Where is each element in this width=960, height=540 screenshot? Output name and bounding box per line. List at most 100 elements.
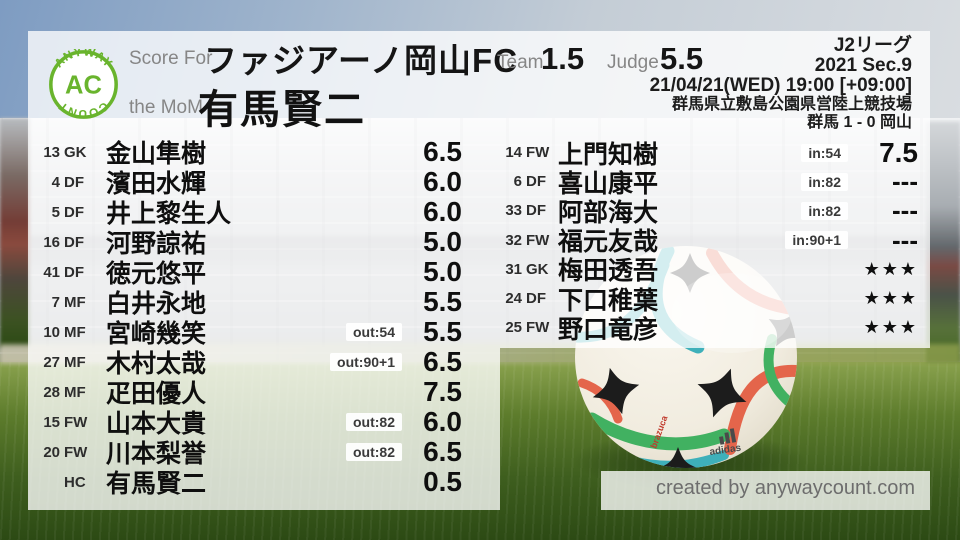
player-number: 5 bbox=[51, 203, 60, 221]
player-name: 上門知樹 bbox=[558, 140, 659, 169]
player-position: FW bbox=[526, 231, 550, 249]
player-position: DF bbox=[526, 173, 546, 191]
player-number: 31 bbox=[505, 260, 522, 278]
kickoff-datetime: 21/04/21(WED) 19:00 [+09:00] bbox=[649, 75, 912, 96]
venue-name: 群馬県立敷島公園県営陸上競技場 bbox=[671, 96, 912, 113]
player-number: 25 bbox=[505, 319, 522, 337]
player-position: DF bbox=[64, 233, 84, 251]
substitution-badge: in:54 bbox=[801, 143, 848, 162]
player-row: 13 GK 金山隼樹 6.5 bbox=[28, 136, 470, 168]
player-number: 13 bbox=[43, 143, 60, 161]
player-position: FW bbox=[526, 319, 550, 337]
player-number: 24 bbox=[505, 290, 522, 308]
player-number: 16 bbox=[43, 233, 60, 251]
substitution-badge: out:82 bbox=[346, 443, 402, 461]
player-position: DF bbox=[64, 263, 84, 281]
player-name: 下口稚葉 bbox=[558, 286, 659, 315]
right-stands-strip bbox=[926, 122, 960, 362]
player-number: 27 bbox=[43, 353, 60, 371]
player-number: 15 bbox=[43, 413, 60, 431]
player-name: 白井永地 bbox=[106, 290, 207, 318]
team-score-label: Team bbox=[497, 52, 544, 73]
player-row: 10 MF 宮崎幾笑 out:54 5.5 bbox=[28, 316, 470, 348]
player-number: 6 bbox=[513, 173, 522, 191]
player-row: 6 DF 喜山康平 in:82 --- bbox=[490, 166, 930, 198]
credit-text: created by anywaycount.com bbox=[655, 477, 915, 499]
player-name: 金山隼樹 bbox=[106, 140, 207, 168]
player-row: 31 GK 梅田透吾 ★★★ bbox=[490, 255, 930, 285]
credit-panel bbox=[601, 471, 930, 510]
player-row: 15 FW 山本大貴 out:82 6.0 bbox=[28, 406, 470, 438]
player-rating: 5.0 bbox=[423, 256, 462, 287]
player-row: 14 FW 上門知樹 in:54 7.5 bbox=[490, 136, 930, 169]
player-name: 川本梨誉 bbox=[106, 440, 207, 468]
left-column-panel bbox=[28, 348, 500, 510]
player-row: 41 DF 徳元悠平 5.0 bbox=[28, 256, 470, 288]
player-rating: 6.0 bbox=[423, 196, 462, 227]
player-name: 宮崎幾笑 bbox=[106, 320, 207, 348]
match-result: 群馬 1 - 0 岡山 bbox=[807, 114, 912, 131]
subs-list: 14 FW 上門知樹 in:54 7.5 6 DF 喜山康平 in:82 --- 33 DF 阿部海大 i… bbox=[490, 136, 930, 344]
player-name: 井上黎生人 bbox=[106, 200, 232, 228]
player-position: FW bbox=[526, 144, 550, 162]
player-position: GK bbox=[526, 260, 549, 278]
judge-score-value: 5.5 bbox=[660, 41, 704, 76]
substitution-badge: in:90+1 bbox=[785, 231, 848, 250]
player-position: DF bbox=[64, 203, 84, 221]
player-row: 24 DF 下口稚葉 ★★★ bbox=[490, 284, 930, 315]
player-name: 有馬賢二 bbox=[106, 470, 207, 498]
player-position: MF bbox=[64, 323, 86, 341]
substitution-badge: in:82 bbox=[801, 172, 848, 191]
player-rating: ★★★ bbox=[863, 317, 918, 338]
team-name: ファジアーノ岡山FC bbox=[204, 42, 519, 79]
player-rating: --- bbox=[892, 195, 918, 226]
left-stands-strip bbox=[0, 118, 30, 348]
player-row: 5 DF 井上黎生人 6.0 bbox=[28, 196, 470, 228]
player-rating: 6.5 bbox=[423, 346, 462, 377]
player-number: 41 bbox=[43, 263, 60, 281]
player-row: 7 MF 白井永地 5.5 bbox=[28, 286, 470, 318]
player-position: MF bbox=[64, 293, 86, 311]
player-position: FW bbox=[64, 413, 88, 431]
player-position: HC bbox=[64, 473, 86, 491]
substitution-badge: out:90+1 bbox=[330, 353, 402, 371]
player-name: 木村太哉 bbox=[106, 350, 207, 378]
player-row: 28 MF 疋田優人 7.5 bbox=[28, 376, 470, 408]
svg-text:COUNT: COUNT bbox=[56, 99, 111, 120]
player-name: 河野諒祐 bbox=[106, 230, 207, 258]
player-number: 7 bbox=[51, 293, 60, 311]
player-name: 濱田水輝 bbox=[106, 170, 207, 198]
player-rating: 0.5 bbox=[423, 466, 462, 497]
player-name: 福元友哉 bbox=[558, 228, 659, 257]
season-section: 2021 Sec.9 bbox=[814, 55, 912, 76]
player-row: 25 FW 野口竜彦 ★★★ bbox=[490, 313, 930, 344]
player-rating: ★★★ bbox=[863, 258, 918, 279]
team-score-value: 1.5 bbox=[541, 41, 585, 76]
player-row: 16 DF 河野諒祐 5.0 bbox=[28, 226, 470, 258]
player-rating: ★★★ bbox=[863, 288, 918, 309]
player-number: 33 bbox=[505, 202, 522, 220]
logo-center-text: AC bbox=[65, 72, 102, 100]
player-row: 32 FW 福元友哉 in:90+1 --- bbox=[490, 224, 930, 257]
score-for-label: Score For bbox=[129, 48, 213, 69]
mom-label: the MoM bbox=[129, 97, 203, 118]
match-info-block: J2リーグ 2021 Sec.9 21/04/21(WED) 19:00 [+0… bbox=[650, 36, 912, 132]
player-position: MF bbox=[64, 353, 86, 371]
player-name: 野口竜彦 bbox=[558, 315, 659, 344]
player-number: 14 bbox=[505, 144, 522, 162]
substitution-badge: in:82 bbox=[801, 201, 848, 220]
player-position: FW bbox=[64, 443, 88, 461]
player-name: 阿部海大 bbox=[558, 198, 659, 227]
main-overlay-panel bbox=[28, 31, 930, 348]
player-rating: 7.5 bbox=[423, 376, 462, 407]
player-rating: --- bbox=[892, 224, 918, 255]
player-row: 20 FW 川本梨誉 out:82 6.5 bbox=[28, 436, 470, 468]
player-rating: 7.5 bbox=[879, 136, 918, 168]
player-rating: 5.5 bbox=[423, 316, 462, 347]
logo-bottom-text: COUNT bbox=[56, 99, 111, 120]
player-name: 徳元悠平 bbox=[106, 260, 207, 288]
player-name: 喜山康平 bbox=[558, 169, 659, 198]
player-row: 4 DF 濱田水輝 6.0 bbox=[28, 166, 470, 198]
player-rating: 6.5 bbox=[423, 136, 462, 167]
player-number: 4 bbox=[51, 173, 60, 191]
